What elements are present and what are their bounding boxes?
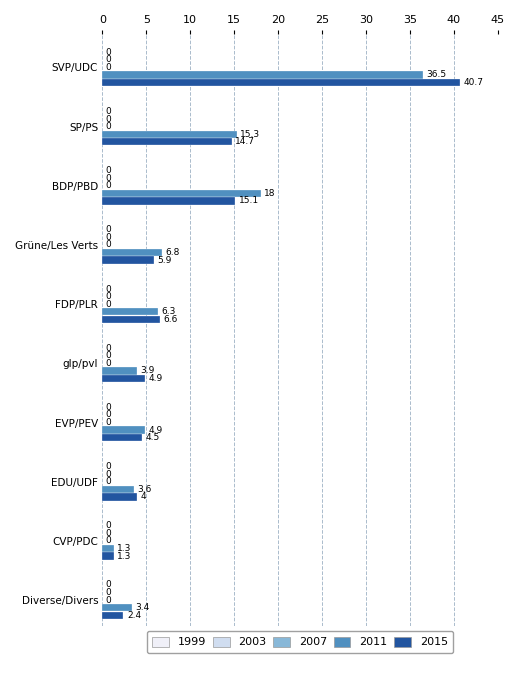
- Text: 0: 0: [106, 410, 112, 419]
- Text: 0: 0: [106, 522, 112, 531]
- Bar: [102, 604, 132, 611]
- Text: 40.7: 40.7: [464, 78, 484, 87]
- Text: 0: 0: [106, 300, 112, 309]
- Text: 1.3: 1.3: [117, 544, 132, 553]
- Bar: [102, 197, 235, 204]
- Bar: [102, 308, 158, 316]
- Text: 3.4: 3.4: [136, 603, 150, 612]
- Text: 3.6: 3.6: [137, 485, 152, 494]
- Text: 0: 0: [106, 359, 112, 368]
- Bar: [102, 71, 423, 78]
- Text: 18: 18: [264, 189, 276, 198]
- Bar: [102, 486, 134, 493]
- Text: 0: 0: [106, 233, 112, 242]
- Text: 0: 0: [106, 344, 112, 353]
- Text: 0: 0: [106, 181, 112, 190]
- Text: 0: 0: [106, 418, 112, 427]
- Text: 0: 0: [106, 528, 112, 538]
- Bar: [102, 434, 142, 441]
- Bar: [102, 494, 137, 500]
- Legend: 1999, 2003, 2007, 2011, 2015: 1999, 2003, 2007, 2011, 2015: [147, 631, 453, 653]
- Text: 0: 0: [106, 470, 112, 479]
- Text: 0: 0: [106, 55, 112, 64]
- Text: 0: 0: [106, 48, 112, 57]
- Bar: [102, 256, 154, 264]
- Text: 0: 0: [106, 115, 112, 123]
- Text: 0: 0: [106, 174, 112, 183]
- Text: 0: 0: [106, 225, 112, 234]
- Text: 0: 0: [106, 166, 112, 175]
- Text: 0: 0: [106, 477, 112, 486]
- Text: 6.6: 6.6: [164, 315, 178, 324]
- Bar: [102, 426, 146, 434]
- Text: 0: 0: [106, 536, 112, 545]
- Text: 1.3: 1.3: [117, 552, 132, 561]
- Text: 6.8: 6.8: [165, 248, 180, 257]
- Text: 0: 0: [106, 462, 112, 471]
- Bar: [102, 190, 261, 197]
- Text: 0: 0: [106, 284, 112, 293]
- Text: 0: 0: [106, 596, 112, 605]
- Text: 0: 0: [106, 292, 112, 301]
- Text: 0: 0: [106, 403, 112, 412]
- Text: 0: 0: [106, 241, 112, 249]
- Bar: [102, 249, 162, 256]
- Bar: [102, 552, 114, 560]
- Text: 15.3: 15.3: [240, 130, 261, 139]
- Text: 0: 0: [106, 107, 112, 116]
- Text: 0: 0: [106, 580, 112, 589]
- Bar: [102, 79, 460, 86]
- Text: 4.5: 4.5: [146, 433, 160, 442]
- Text: 0: 0: [106, 122, 112, 131]
- Bar: [102, 375, 146, 382]
- Text: 0: 0: [106, 63, 112, 72]
- Text: 4.9: 4.9: [149, 426, 163, 435]
- Text: 5.9: 5.9: [158, 256, 172, 265]
- Text: 4.9: 4.9: [149, 374, 163, 383]
- Text: 6.3: 6.3: [161, 307, 176, 316]
- Bar: [102, 368, 137, 374]
- Bar: [102, 612, 123, 619]
- Text: 3.9: 3.9: [140, 366, 154, 375]
- Text: 2.4: 2.4: [127, 611, 141, 620]
- Bar: [102, 138, 231, 146]
- Bar: [102, 316, 160, 323]
- Text: 14.7: 14.7: [235, 137, 255, 146]
- Bar: [102, 130, 237, 138]
- Text: 4: 4: [141, 492, 147, 501]
- Text: 0: 0: [106, 351, 112, 360]
- Text: 0: 0: [106, 588, 112, 597]
- Text: 15.1: 15.1: [239, 197, 258, 205]
- Bar: [102, 545, 114, 552]
- Text: 36.5: 36.5: [427, 71, 447, 80]
